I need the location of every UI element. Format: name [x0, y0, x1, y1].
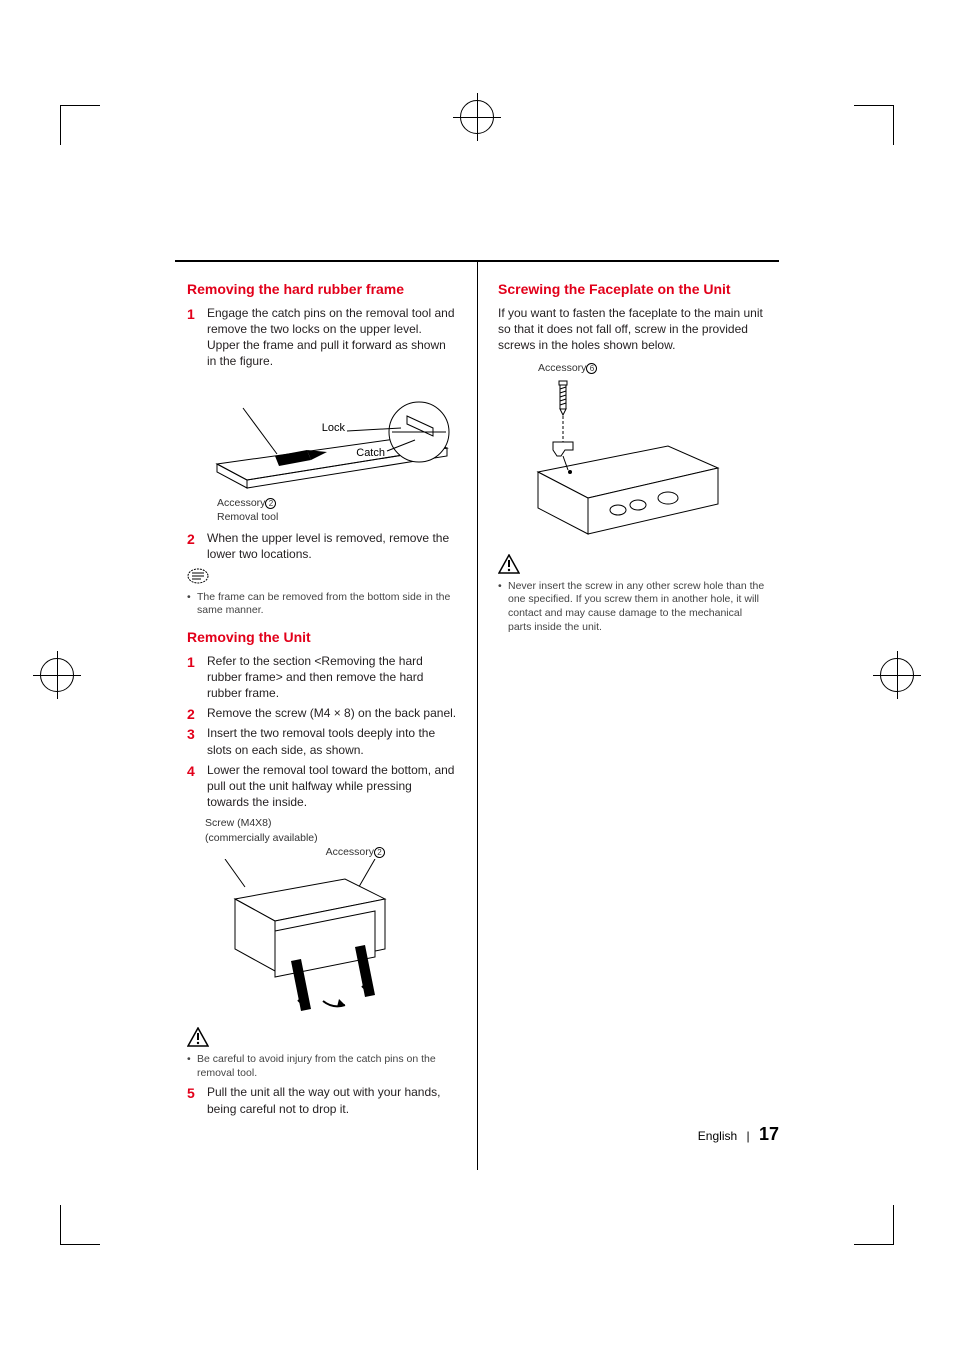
svg-text:Lock: Lock — [322, 422, 346, 434]
figure-faceplate-screw: Accessory6 — [498, 361, 767, 545]
steps-remove-frame: 1 Engage the catch pins on the removal t… — [187, 305, 457, 370]
step-number: 3 — [187, 725, 195, 744]
figure-caption-screw: Screw (M4X8) (commercially available) — [205, 816, 457, 844]
note-list: The frame can be removed from the bottom… — [187, 591, 457, 618]
caution-list: Be careful to avoid injury from the catc… — [187, 1053, 457, 1080]
figure-caption: Accessory6 — [538, 361, 767, 375]
step-text: Engage the catch pins on the removal too… — [207, 306, 455, 369]
steps-remove-unit: 1 Refer to the section <Removing the har… — [187, 653, 457, 811]
step-item: 1 Engage the catch pins on the removal t… — [187, 305, 457, 370]
step-text: Remove the screw (M4 × 8) on the back pa… — [207, 706, 456, 720]
figure-caption: Accessory2 Removal tool — [217, 496, 457, 524]
heading-screwing-faceplate: Screwing the Faceplate on the Unit — [498, 280, 767, 299]
step-number: 2 — [187, 705, 195, 724]
footer-lang: English — [698, 1129, 737, 1143]
column-left: Removing the hard rubber frame 1 Engage … — [175, 262, 478, 1170]
caption-accessory: Accessory — [217, 497, 265, 509]
step-item: 2 When the upper level is removed, remov… — [187, 530, 457, 562]
step-text: Lower the removal tool toward the bottom… — [207, 763, 454, 809]
caution-item: Be careful to avoid injury from the catc… — [187, 1053, 457, 1080]
intro-text: If you want to fasten the faceplate to t… — [498, 305, 767, 354]
step-number: 4 — [187, 762, 195, 781]
svg-text:Catch: Catch — [356, 447, 385, 459]
heading-remove-unit: Removing the Unit — [187, 628, 457, 647]
figure-frame-removal: Lock Catch Accessory2 Removal tool — [187, 376, 457, 524]
page-number: 17 — [759, 1124, 779, 1144]
steps-remove-frame-2: 2 When the upper level is removed, remov… — [187, 530, 457, 562]
step-number: 1 — [187, 653, 195, 672]
step-text: When the upper level is removed, remove … — [207, 531, 449, 561]
caution-icon — [187, 1027, 457, 1051]
caption-screw2: (commercially available) — [205, 832, 318, 844]
heading-remove-frame: Removing the hard rubber frame — [187, 280, 457, 299]
content-area: Removing the hard rubber frame 1 Engage … — [175, 260, 779, 1170]
manual-page: Removing the hard rubber frame 1 Engage … — [0, 0, 954, 1350]
caption-screw: Screw (M4X8) — [205, 817, 272, 829]
step-number: 1 — [187, 305, 195, 324]
column-right: Screwing the Faceplate on the Unit If yo… — [478, 262, 779, 1170]
step-item: 5 Pull the unit all the way out with you… — [187, 1084, 457, 1116]
step-text: Refer to the section <Removing the hard … — [207, 654, 423, 700]
caption-accessory: Accessory — [538, 362, 586, 374]
footer-separator: | — [747, 1129, 750, 1143]
registration-mark — [460, 100, 494, 134]
step-number: 5 — [187, 1084, 195, 1103]
note-item: The frame can be removed from the bottom… — [187, 591, 457, 618]
registration-mark — [40, 658, 74, 692]
caution-icon — [498, 554, 767, 578]
steps-remove-unit-5: 5 Pull the unit all the way out with you… — [187, 1084, 457, 1116]
step-item: 1 Refer to the section <Removing the har… — [187, 653, 457, 702]
registration-mark — [880, 658, 914, 692]
caution-list: Never insert the screw in any other scre… — [498, 580, 767, 635]
step-text: Insert the two removal tools deeply into… — [207, 726, 435, 756]
caption-accessory: Accessory — [326, 846, 374, 858]
step-item: 2 Remove the screw (M4 × 8) on the back … — [187, 705, 457, 721]
step-number: 2 — [187, 530, 195, 549]
figure-caption-accessory: Accessory2 — [205, 845, 385, 859]
note-icon — [187, 568, 457, 588]
step-item: 4 Lower the removal tool toward the bott… — [187, 762, 457, 811]
step-text: Pull the unit all the way out with your … — [207, 1085, 440, 1115]
caution-item: Never insert the screw in any other scre… — [498, 580, 767, 635]
figure-unit-removal: Screw (M4X8) (commercially available) Ac… — [205, 816, 457, 1019]
step-item: 3 Insert the two removal tools deeply in… — [187, 725, 457, 757]
caption-tool: Removal tool — [217, 511, 278, 523]
circled-number: 6 — [586, 363, 597, 374]
circled-number: 2 — [265, 498, 276, 509]
page-footer: English | 17 — [698, 1124, 779, 1145]
circled-number: 2 — [374, 847, 385, 858]
